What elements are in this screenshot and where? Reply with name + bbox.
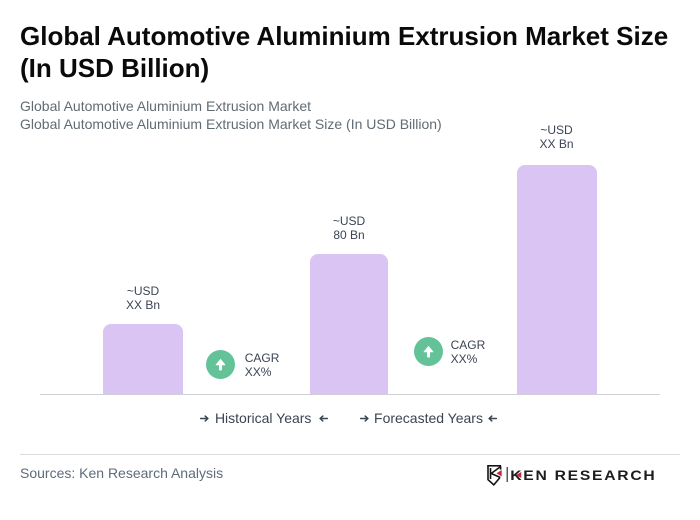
- svg-text:KEN RESEARCH: KEN RESEARCH: [510, 469, 656, 484]
